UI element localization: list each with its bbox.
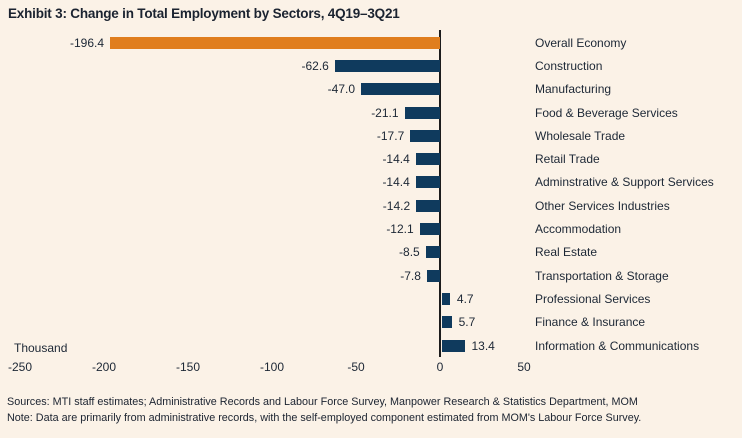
chart-row: 4.7 Professional Services — [0, 287, 742, 310]
category-label: Wholesale Trade — [535, 128, 626, 143]
note-line: Note: Data are primarily from administra… — [7, 411, 642, 424]
axis-unit-label: Thousand — [14, 341, 68, 355]
chart-row: -14.4 Retail Trade — [0, 148, 742, 171]
bar-value-label: -17.7 — [376, 128, 405, 143]
bar-value-label: -14.2 — [382, 198, 411, 213]
x-tick-label: 50 — [517, 360, 531, 374]
category-label: Overall Economy — [535, 35, 627, 50]
category-label: Retail Trade — [535, 152, 600, 167]
bar-value-label: -12.1 — [386, 222, 414, 237]
bar-value-label: -14.4 — [382, 175, 410, 190]
category-label: Accommodation — [535, 222, 622, 237]
bar-value-label: -47.0 — [327, 82, 356, 97]
bar-value-label: -14.4 — [382, 152, 410, 167]
bar-value-label: -196.4 — [70, 35, 105, 50]
bar-manufacturing — [361, 83, 440, 96]
bar-food-beverage-services — [404, 106, 440, 119]
bar-other-services-industries — [416, 199, 440, 212]
category-label: Finance & Insurance — [535, 315, 646, 330]
chart-row: -17.7 Wholesale Trade — [0, 124, 742, 147]
chart-row: 13.4 Information & Communications — [0, 334, 742, 357]
category-label: Transportation & Storage — [535, 268, 669, 283]
bar-value-label: -8.5 — [399, 245, 420, 260]
footnotes: Sources: MTI staff estimates; Administra… — [7, 395, 737, 426]
x-tick-label: -150 — [175, 360, 201, 374]
bar-retail-trade — [415, 153, 440, 166]
chart-row: -47.0 Manufacturing — [0, 78, 742, 101]
bar-value-label: -62.6 — [301, 58, 329, 73]
bar-information-communications — [442, 339, 465, 352]
bar-value-label: -21.1 — [371, 105, 399, 120]
chart-row: -14.2 Other Services Industries — [0, 194, 742, 217]
bar-accommodation — [419, 223, 440, 236]
bar-professional-services — [442, 292, 450, 305]
category-label: Other Services Industries — [535, 198, 670, 213]
bar-value-label: 4.7 — [456, 291, 474, 306]
zero-axis-line — [439, 30, 441, 357]
bar-adminstrative-support-services — [415, 176, 440, 189]
chart-row: -7.8 Transportation & Storage — [0, 264, 742, 287]
bar-value-label: 5.7 — [458, 315, 476, 330]
sources-line: Sources: MTI staff estimates; Administra… — [7, 396, 638, 408]
category-label: Food & Beverage Services — [535, 105, 678, 120]
chart-row: -14.4 Adminstrative & Support Services — [0, 171, 742, 194]
x-tick-label: -200 — [91, 360, 117, 374]
bar-value-label: -7.8 — [400, 268, 421, 283]
bar-construction — [334, 59, 440, 72]
bar-value-label: 13.4 — [471, 338, 495, 353]
chart-row: 5.7 Finance & Insurance — [0, 311, 742, 334]
category-label: Adminstrative & Support Services — [535, 175, 714, 190]
category-label: Professional Services — [535, 291, 651, 306]
x-tick-label: -250 — [7, 360, 33, 374]
chart-row: -196.4 Overall Economy — [0, 31, 742, 54]
bar-transportation-storage — [426, 269, 440, 282]
chart-row: -8.5 Real Estate — [0, 241, 742, 264]
x-tick-label: -100 — [259, 360, 285, 374]
chart-row: -21.1 Food & Beverage Services — [0, 101, 742, 124]
chart-row: -62.6 Construction — [0, 54, 742, 77]
category-label: Manufacturing — [535, 82, 612, 97]
category-label: Information & Communications — [535, 338, 700, 353]
chart-row: -12.1 Accommodation — [0, 217, 742, 240]
category-label: Real Estate — [535, 245, 598, 260]
bar-finance-insurance — [442, 316, 452, 329]
x-tick-label: 0 — [436, 360, 444, 374]
bar-wholesale-trade — [410, 129, 440, 142]
x-tick-label: -50 — [347, 360, 365, 374]
chart-title: Exhibit 3: Change in Total Employment by… — [8, 6, 400, 21]
bar-overall-economy — [110, 36, 440, 49]
category-label: Construction — [535, 58, 603, 73]
bar-real-estate — [425, 246, 440, 259]
